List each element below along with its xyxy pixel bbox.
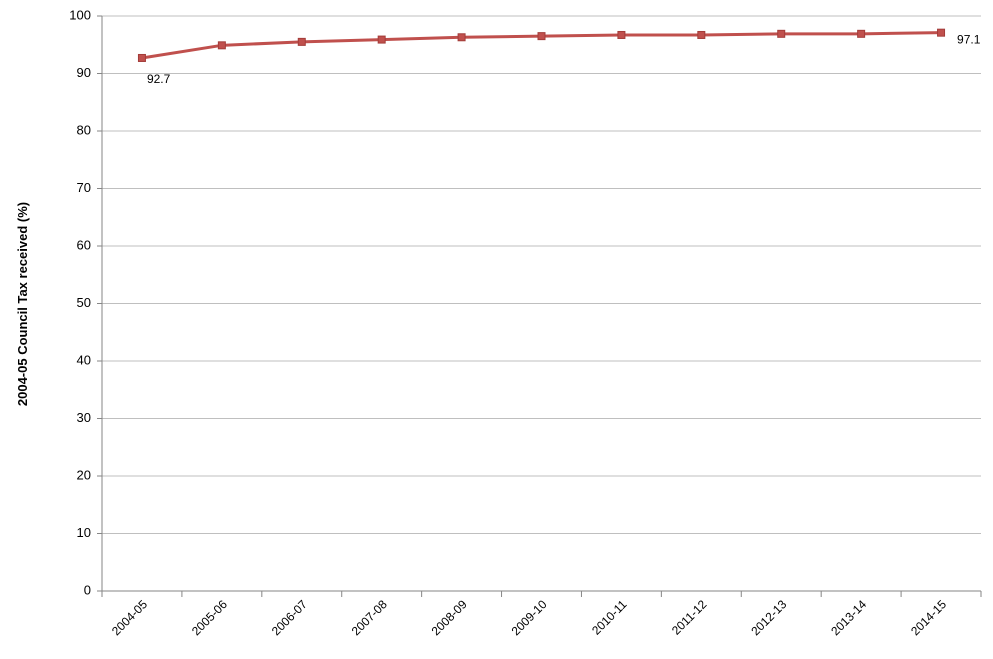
data-point-marker xyxy=(777,29,786,38)
y-tick-label: 50 xyxy=(77,295,91,310)
data-point-marker xyxy=(297,37,306,46)
data-point-marker xyxy=(217,41,226,50)
y-tick-label: 30 xyxy=(77,410,91,425)
x-tick-label: 2005-06 xyxy=(189,597,230,638)
x-tick-label: 2009-10 xyxy=(509,597,550,638)
y-tick-labels: 0 10 20 30 40 50 60 70 80 90 100 xyxy=(69,7,91,597)
x-tick-label: 2004-05 xyxy=(109,597,150,638)
y-tick-label: 10 xyxy=(77,525,91,540)
y-tick-label: 60 xyxy=(77,237,91,252)
y-tick-label: 90 xyxy=(77,65,91,80)
x-tick-label: 2014-15 xyxy=(908,597,949,638)
y-tick-label: 80 xyxy=(77,122,91,137)
y-tick-label: 100 xyxy=(69,7,91,22)
data-point-marker xyxy=(457,33,466,42)
data-point-marker xyxy=(537,32,546,41)
axes xyxy=(97,15,982,597)
y-axis-title: 2004-05 Council Tax received (%) xyxy=(15,202,30,406)
y-tick-label: 70 xyxy=(77,180,91,195)
x-tick-label: 2012-13 xyxy=(748,597,789,638)
data-labels: 92.7 97.1 xyxy=(147,33,981,86)
series xyxy=(137,28,946,62)
x-tick-label: 2010-11 xyxy=(589,597,630,638)
data-label: 97.1 xyxy=(957,33,981,47)
x-tick-label: 2007-08 xyxy=(349,597,390,638)
x-tick-label: 2013-14 xyxy=(828,597,869,638)
data-point-marker xyxy=(857,29,866,38)
data-label: 92.7 xyxy=(147,72,171,86)
y-tick-label: 40 xyxy=(77,352,91,367)
data-point-marker xyxy=(377,35,386,44)
y-tick-label: 0 xyxy=(84,582,91,597)
x-tick-label: 2011-12 xyxy=(669,597,710,638)
data-point-marker xyxy=(937,28,946,37)
x-tick-label: 2006-07 xyxy=(269,597,310,638)
x-tick-labels: 2004-05 2005-06 2006-07 2007-08 2008-09 2009-… xyxy=(109,597,949,638)
x-tick-label: 2008-09 xyxy=(429,597,470,638)
data-point-marker xyxy=(617,30,626,39)
data-point-marker xyxy=(697,30,706,39)
gridlines xyxy=(102,15,981,534)
y-tick-label: 20 xyxy=(77,467,91,482)
data-point-marker xyxy=(137,53,146,62)
